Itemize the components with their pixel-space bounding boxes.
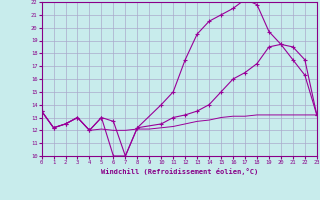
X-axis label: Windchill (Refroidissement éolien,°C): Windchill (Refroidissement éolien,°C) [100,168,258,175]
